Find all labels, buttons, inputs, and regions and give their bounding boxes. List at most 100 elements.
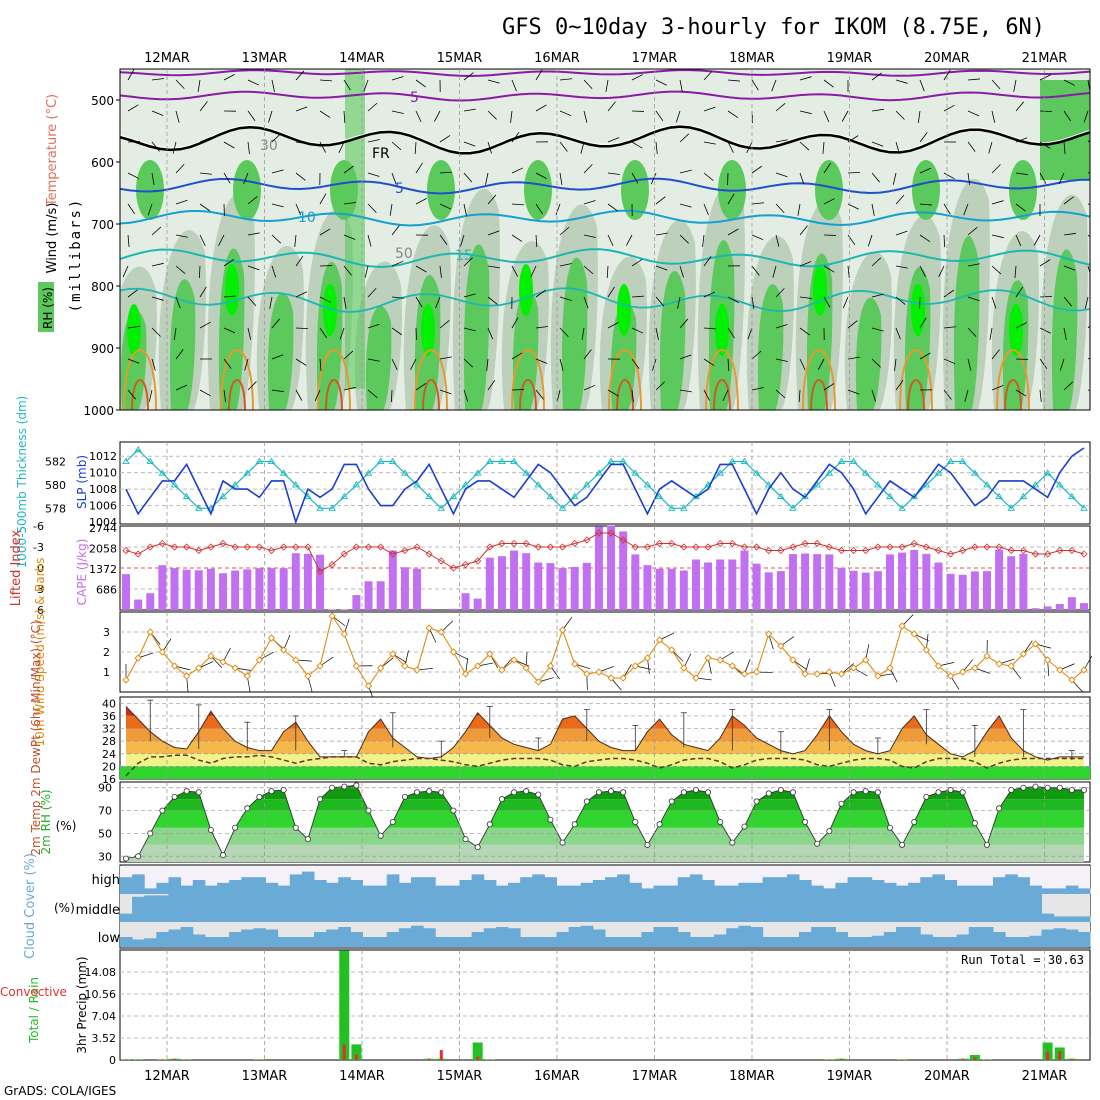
rh-green-blob: [610, 301, 637, 410]
cape-bar: [291, 553, 300, 610]
rh-bright-blob: [127, 304, 141, 356]
cape-bar: [485, 557, 494, 610]
rh-point: [1068, 787, 1075, 794]
wind10m-point: [583, 670, 591, 678]
cloud-middle-bar: [920, 894, 933, 922]
cloud-middle-bar: [508, 894, 521, 922]
wind-barb: [751, 387, 764, 391]
cloud-high-bar: [532, 874, 545, 894]
rh-point: [159, 807, 166, 814]
cloud-middle-bar: [386, 894, 400, 922]
wind10m-point: [267, 634, 276, 642]
slp-label: SLP (mb): [75, 455, 89, 509]
cloud-middle-bar: [156, 895, 169, 922]
wind10m-barb: [962, 659, 974, 673]
wind10m-point: [631, 662, 639, 670]
rh-point: [365, 807, 372, 814]
wind-barb: [751, 296, 755, 309]
cloud-high-bar: [289, 874, 303, 894]
wind10m-point: [377, 664, 385, 672]
wind-barb: [775, 234, 780, 247]
cloud-high-bar: [253, 877, 266, 894]
wind-barb: [295, 327, 309, 330]
rh-green-blob: [267, 292, 294, 410]
wind-barb: [895, 327, 901, 340]
wind-barb: [967, 296, 980, 302]
wind-barb: [655, 79, 667, 86]
wind-barb: [871, 72, 882, 81]
wind-barb: [679, 79, 683, 92]
rh-bright-blob: [911, 284, 925, 336]
cape-bar: [388, 550, 397, 610]
cloud-middle-bar: [265, 894, 279, 922]
cloud-middle-bar: [120, 913, 133, 922]
temp-band: [126, 753, 1084, 767]
wind-barb: [511, 352, 523, 360]
cloud-middle-bar: [435, 894, 448, 922]
bottom-date-13MAR: 13MAR: [242, 1069, 288, 1084]
precip-conv-bar: [124, 1059, 128, 1060]
lifted-index-point: [340, 550, 348, 558]
rh-point: [777, 787, 784, 794]
wind10m-tick-3: 3: [103, 626, 110, 639]
cloud-high-bar: [677, 877, 691, 894]
precip-conv-label: Convective: [0, 985, 67, 999]
wind-barb: [127, 69, 135, 81]
wind-barb: [583, 265, 594, 275]
cloud-middle-bar: [968, 894, 982, 922]
rh-point: [729, 839, 736, 846]
rh-band: [126, 844, 1084, 862]
cloud-high-bar: [786, 874, 800, 894]
wind-barb: [991, 234, 1004, 239]
wind-barb: [535, 69, 543, 81]
wind-barb: [199, 286, 207, 298]
wind10m-point: [995, 660, 1003, 668]
isotherm-freezing: [120, 125, 1090, 155]
wind-barb: [199, 389, 211, 397]
cape-bar: [425, 608, 434, 610]
wind-barb: [127, 289, 138, 298]
rh-point: [692, 787, 699, 794]
wind10m-panel: 321 10m Wind Speed (m/s) & Barbs: [33, 558, 1093, 746]
cloud-low-bar: [411, 925, 424, 947]
wind-barb: [919, 167, 932, 174]
wind-barb: [127, 203, 136, 215]
wind-barb: [175, 384, 188, 391]
wind10m-point: [946, 672, 955, 680]
cloud-middle-bar: [896, 894, 909, 922]
thickness-point: [874, 481, 882, 488]
thickness-point: [267, 457, 276, 464]
lifted-index-point: [619, 536, 627, 544]
rh-point: [571, 821, 578, 828]
wind-barb: [799, 296, 812, 299]
rh-bands: [126, 785, 1084, 862]
wind-barb: [199, 136, 212, 143]
rh2m-tick-30: 30: [98, 850, 112, 863]
wind-barb: [1015, 234, 1022, 247]
cloud-high-bar: [483, 880, 497, 894]
slp-tick-1008: 1008: [89, 483, 117, 496]
wind-barb: [895, 79, 908, 84]
cape-bar: [497, 556, 506, 610]
wind-barb: [555, 203, 561, 216]
rh-green-blob: [953, 236, 980, 410]
wind-barb: [1039, 259, 1051, 267]
wind-barb: [605, 79, 609, 92]
wind10m-point: [461, 670, 470, 678]
wind-barb: [439, 135, 451, 143]
wind-barb: [991, 79, 1001, 90]
thickness-point: [158, 469, 167, 476]
rh-point: [632, 819, 639, 826]
cloud-low-bar: [544, 937, 557, 947]
cloud-high-bar: [568, 885, 582, 894]
rh-point: [814, 840, 821, 847]
rh-bright-blob: [323, 284, 337, 336]
cape-bar: [473, 598, 482, 610]
wind-barb: [1087, 325, 1090, 329]
cape-bar: [776, 571, 785, 610]
precip-conv-bar: [439, 1050, 443, 1060]
cloud-high-bar: [702, 880, 715, 894]
wind-barb: [799, 225, 808, 236]
top-date-20MAR: 20MAR: [924, 51, 970, 66]
wind10m-point: [425, 624, 433, 632]
